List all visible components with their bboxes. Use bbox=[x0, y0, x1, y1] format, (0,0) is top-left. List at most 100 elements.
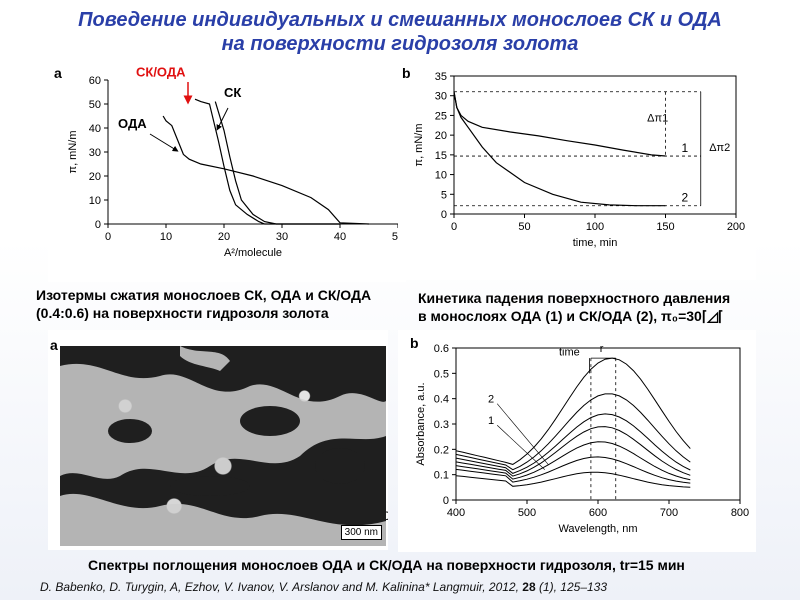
y-axis-label: π, mN/m bbox=[413, 123, 425, 166]
x-tick-label: 0 bbox=[105, 231, 111, 243]
isotherm-line-sk-oda bbox=[194, 98, 340, 225]
y-tick-label: 30 bbox=[435, 91, 447, 103]
panel-label-a: a bbox=[54, 65, 62, 81]
x-tick-label: 150 bbox=[656, 221, 674, 233]
plot-frame bbox=[453, 75, 737, 215]
plot-frame bbox=[455, 347, 741, 501]
y-tick-label: 30 bbox=[89, 147, 101, 159]
spectrum-line bbox=[455, 471, 691, 488]
y-tick-label: 0.1 bbox=[434, 470, 449, 482]
kinetics-caption-line-1: Кинетика падения поверхностного давления bbox=[418, 290, 731, 306]
x-tick-label: 100 bbox=[586, 221, 604, 233]
x-tick-label: 0 bbox=[451, 221, 457, 233]
panel-label-b-lower: b bbox=[410, 335, 419, 351]
y-tick-label: 0 bbox=[443, 495, 449, 507]
isotherm-caption-line-2: (0.4:0.6) на поверхности гидрозоля золот… bbox=[36, 305, 329, 321]
panel-label-a-lower: a bbox=[50, 337, 58, 353]
annotation-oda: ОДА bbox=[118, 116, 147, 131]
spectrum-line bbox=[455, 456, 691, 484]
x-tick-label: 600 bbox=[589, 507, 607, 519]
annotation-r: r bbox=[600, 343, 604, 355]
spectrum-line bbox=[455, 426, 691, 477]
y-tick-label: 10 bbox=[89, 195, 101, 207]
spectra-panel: b 400 500 600 700 800 0 0.1 0.2 0.3 0.4 0.5 0.6 Wave… bbox=[398, 330, 756, 552]
annotation-sk: СК bbox=[224, 85, 241, 100]
annotation-series-2: 2 bbox=[488, 393, 494, 405]
x-axis-label: Wavelength, nm bbox=[558, 523, 637, 535]
x-tick-label: 20 bbox=[218, 231, 230, 243]
y-tick-label: 0 bbox=[441, 209, 447, 221]
annotation-dpi1: Δπ1 bbox=[647, 112, 668, 124]
isotherm-caption-line-1: Изотермы сжатия монослоев СК, ОДА и СК/О… bbox=[36, 287, 372, 303]
spectrum-line bbox=[455, 357, 691, 465]
annotation-time: time bbox=[559, 347, 580, 359]
y-tick-label: 0.2 bbox=[434, 444, 449, 456]
spectrum-line bbox=[455, 441, 691, 481]
isotherm-caption: Изотермы сжатия монослоев СК, ОДА и СК/О… bbox=[36, 286, 371, 322]
x-tick-label: 50 bbox=[518, 221, 530, 233]
y-tick-label: 35 bbox=[435, 71, 447, 83]
afm-micrograph: 300 nm bbox=[60, 346, 386, 546]
x-tick-label: 500 bbox=[518, 507, 536, 519]
kinetics-line-1 bbox=[453, 91, 666, 157]
isotherm-chart: a 010203040500102030405060A²/moleculeπ, … bbox=[54, 65, 404, 259]
x-tick-label: 400 bbox=[447, 507, 465, 519]
x-axis-label: A²/molecule bbox=[224, 247, 282, 259]
series-label-1: 1 bbox=[682, 141, 689, 155]
arrow-sk bbox=[216, 107, 229, 131]
y-tick-label: 0.3 bbox=[434, 419, 449, 431]
kinetics-chart: b 0 50 100 150 200 0 5 10 15 20 25 30 35 time, min π, … bbox=[402, 65, 745, 249]
leader-series-2 bbox=[496, 403, 549, 465]
annotation-dpi2: Δπ2 bbox=[709, 142, 730, 154]
x-tick-label: 700 bbox=[660, 507, 678, 519]
scale-bar: 300 nm bbox=[340, 525, 382, 540]
y-tick-label: 25 bbox=[435, 110, 447, 122]
y-tick-label: 20 bbox=[89, 171, 101, 183]
y-axis-label: Absorbance, a.u. bbox=[415, 382, 427, 465]
kinetics-caption: Кинетика падения поверхностного давления… bbox=[418, 289, 730, 325]
y-tick-label: 50 bbox=[89, 99, 101, 111]
y-axis-label: π, mN/m bbox=[67, 130, 79, 173]
x-tick-label: 40 bbox=[334, 231, 346, 243]
citation-volume: 28 bbox=[522, 580, 536, 594]
x-tick-label: 200 bbox=[727, 221, 745, 233]
spectra-caption: Спектры поглощения монослоев ОДА и СК/ОД… bbox=[88, 557, 685, 573]
hidden-axis-tick: 0 bbox=[383, 509, 388, 523]
annotation-series-1: 1 bbox=[488, 415, 494, 427]
y-tick-label: 15 bbox=[435, 150, 447, 162]
spectra-chart: b 400 500 600 700 800 0 0.1 0.2 0.3 0.4 0.5 0.6 Wave… bbox=[410, 335, 749, 535]
y-tick-label: 40 bbox=[89, 123, 101, 135]
x-axis-label: time, min bbox=[573, 237, 618, 249]
citation-authors: D. Babenko, D. Turygin, A, Ezhov, V. Iva… bbox=[40, 580, 486, 594]
y-tick-label: 60 bbox=[89, 75, 101, 87]
citation-pages: (1), 125–133 bbox=[538, 580, 608, 594]
title-line-2: на поверхности гидрозоля золота bbox=[221, 33, 579, 55]
spectrum-line bbox=[455, 413, 691, 474]
y-tick-label: 10 bbox=[435, 170, 447, 182]
y-tick-label: 0.6 bbox=[434, 343, 449, 355]
y-tick-label: 0.5 bbox=[434, 368, 449, 380]
panel-label-b: b bbox=[402, 65, 411, 81]
kinetics-panel: b 0 50 100 150 200 0 5 10 15 20 25 30 35 time, min π, … bbox=[398, 62, 756, 280]
y-tick-label: 5 bbox=[441, 189, 447, 201]
spectrum-line bbox=[455, 393, 691, 471]
slide-title: Поведение индивидуальных и смешанных мон… bbox=[0, 8, 800, 56]
y-tick-label: 0.4 bbox=[434, 394, 449, 406]
x-tick-label: 10 bbox=[160, 231, 172, 243]
x-tick-label: 800 bbox=[731, 507, 749, 519]
y-tick-label: 0 bbox=[95, 219, 101, 231]
citation: D. Babenko, D. Turygin, A, Ezhov, V. Iva… bbox=[40, 580, 607, 594]
title-line-1: Поведение индивидуальных и смешанных мон… bbox=[78, 9, 722, 31]
annotation-sk-oda: СК/ОДА bbox=[136, 65, 186, 80]
arrow-oda bbox=[149, 133, 179, 152]
micrograph-frame: a 0 bbox=[50, 337, 390, 523]
kinetics-line-2 bbox=[453, 91, 666, 207]
micrograph-texture bbox=[60, 346, 386, 546]
leader-series-1 bbox=[496, 425, 545, 470]
isotherm-line-sk bbox=[214, 101, 340, 225]
kinetics-caption-line-2: в монослоях ОДА (1) и СК/ОДА (2), π₀=30⌈… bbox=[418, 308, 724, 324]
isotherm-line-oda bbox=[162, 115, 370, 225]
isotherm-panel: a 010203040500102030405060A²/moleculeπ, … bbox=[48, 62, 406, 282]
series-label-2: 2 bbox=[682, 191, 689, 205]
citation-year: 2012, bbox=[488, 580, 519, 594]
